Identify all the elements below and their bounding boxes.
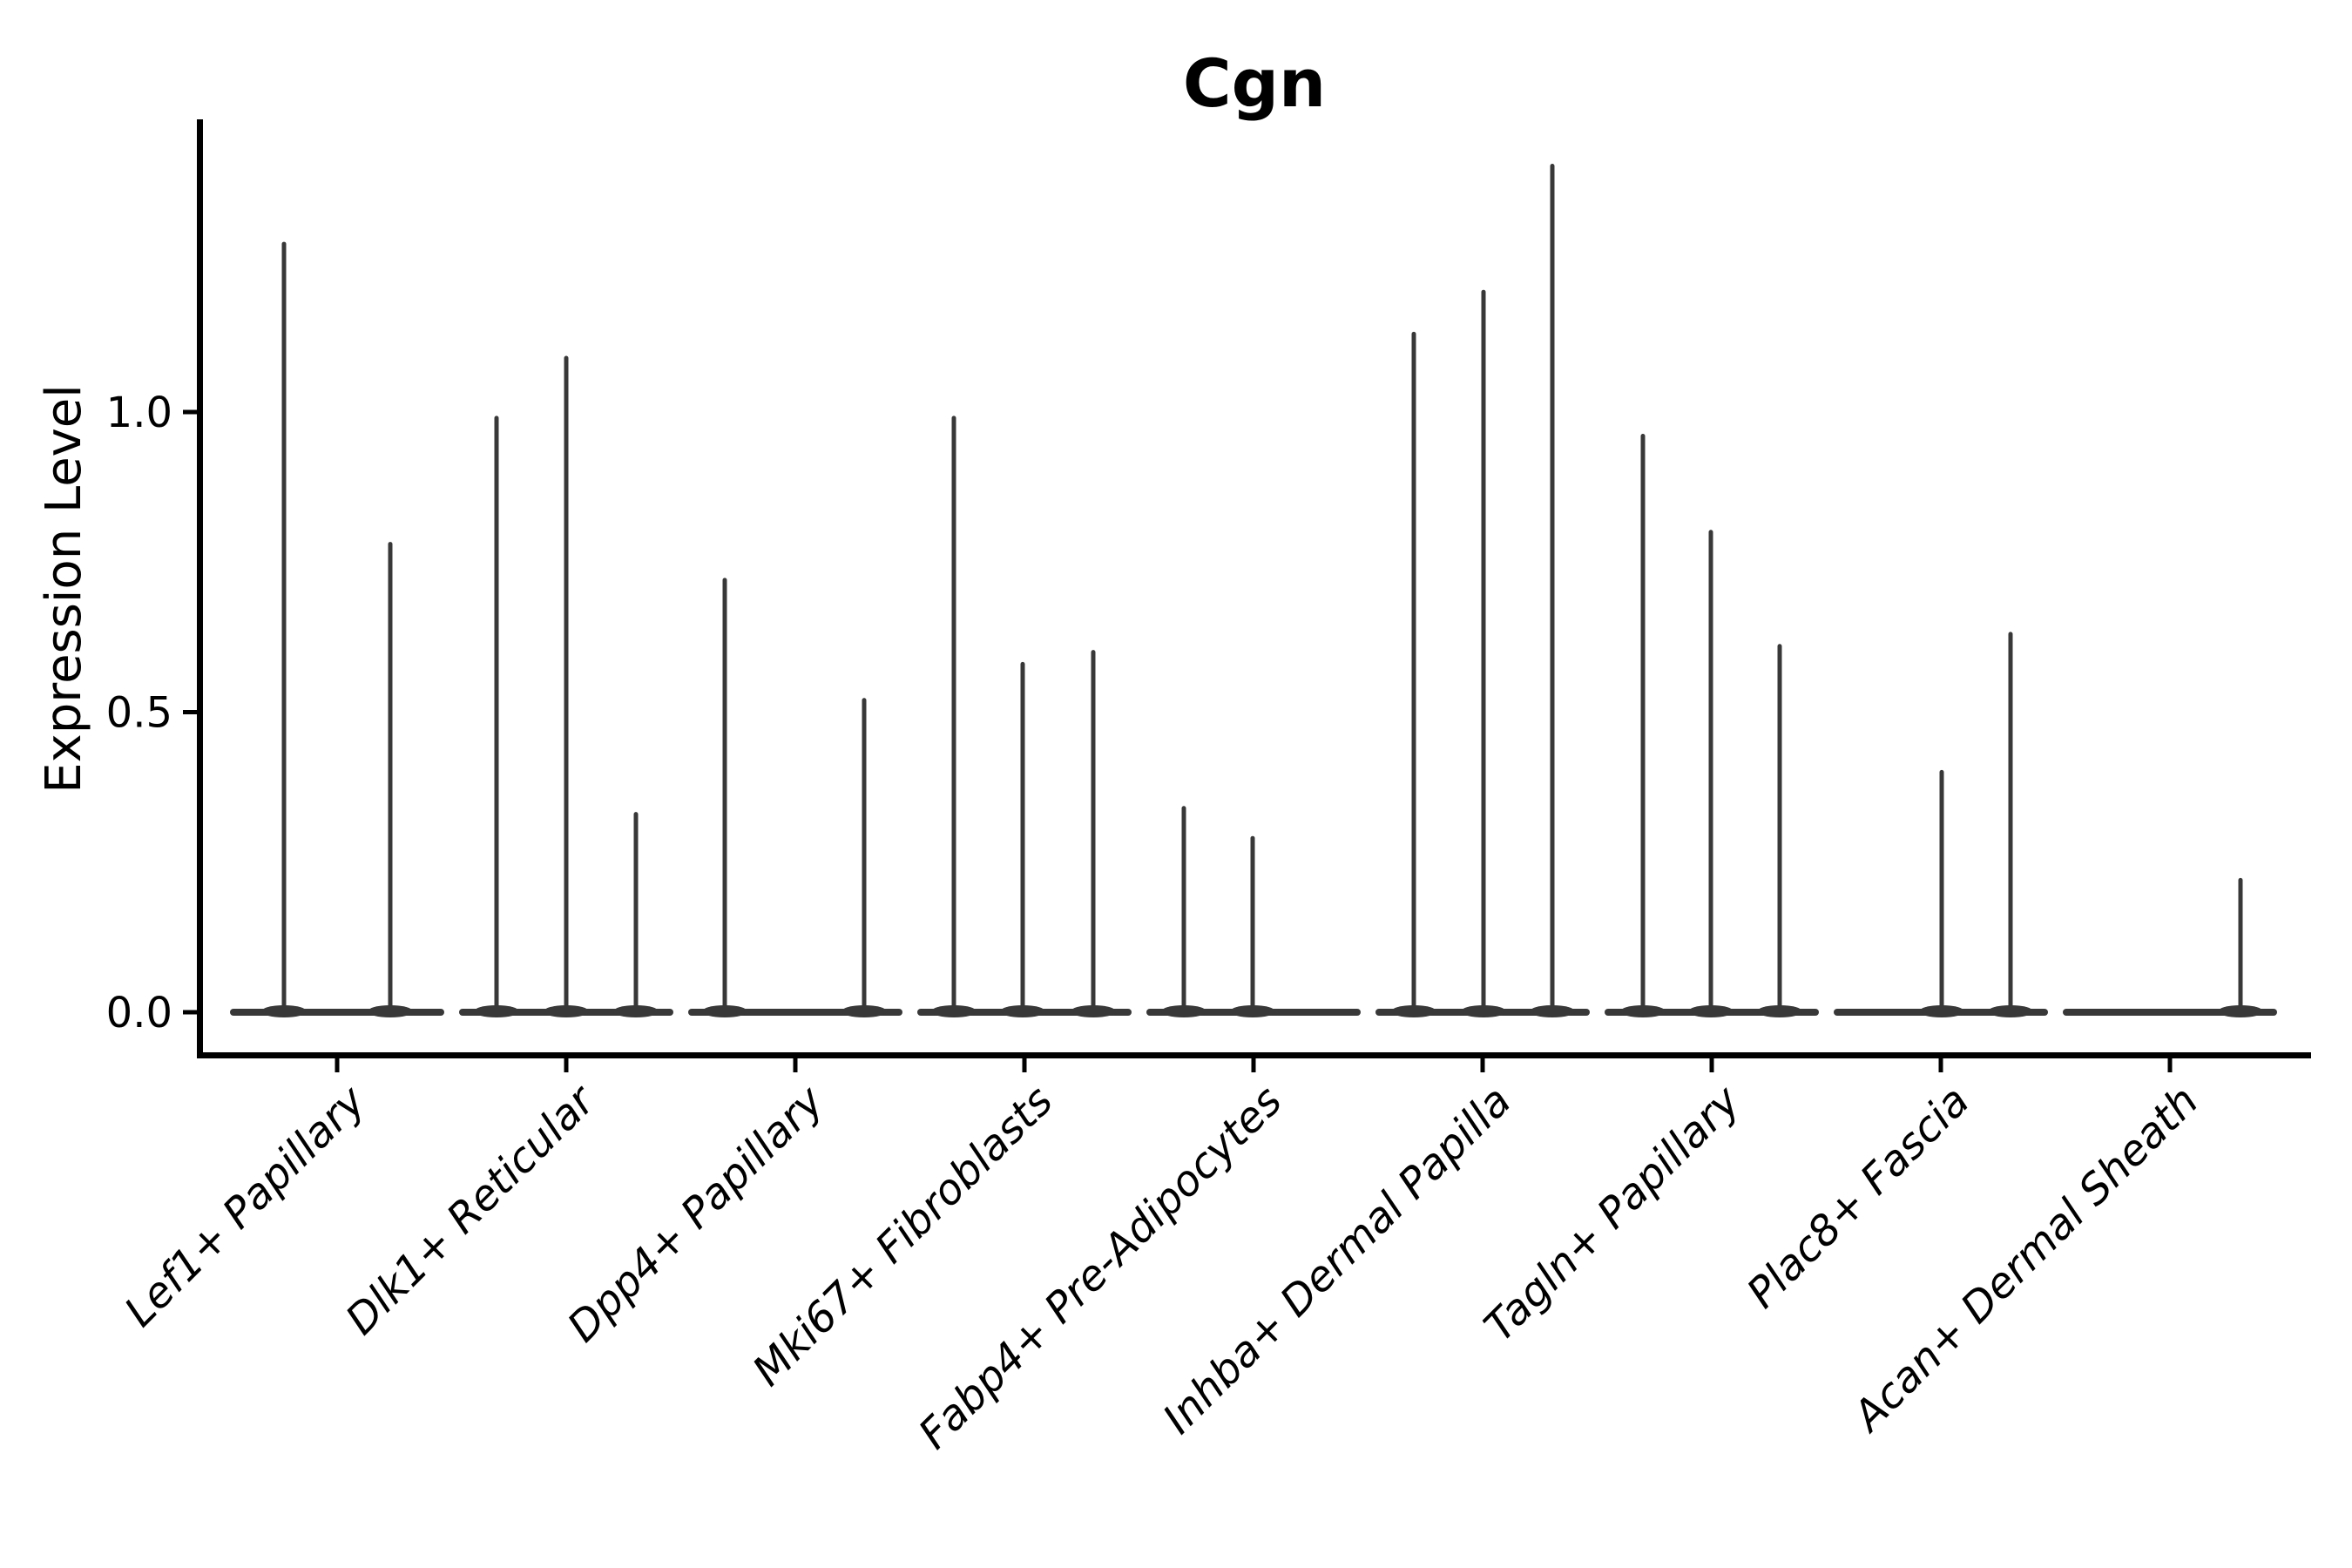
x-axis-tick-label: Lef1+ Papillary — [115, 1076, 375, 1336]
chart-title: Cgn — [1183, 44, 1326, 122]
x-axis-tick-label: Tagln+ Papillary — [1475, 1076, 1750, 1351]
y-axis-tick-label: 1.0 — [106, 389, 172, 437]
x-axis-tick-label: Plac8+ Fascia — [1738, 1077, 1979, 1318]
y-axis-tick-label: 0.0 — [106, 989, 172, 1037]
x-axis-tick-label: Dlk1+ Reticular — [336, 1075, 606, 1345]
x-axis-tick-label: Fabp4+ Pre-Adipocytes — [909, 1077, 1292, 1459]
y-axis-tick-label: 0.5 — [106, 689, 172, 738]
y-axis-label: Expression Level — [36, 384, 92, 794]
x-axis-tick-label: Dpp4+ Papillary — [558, 1076, 834, 1351]
